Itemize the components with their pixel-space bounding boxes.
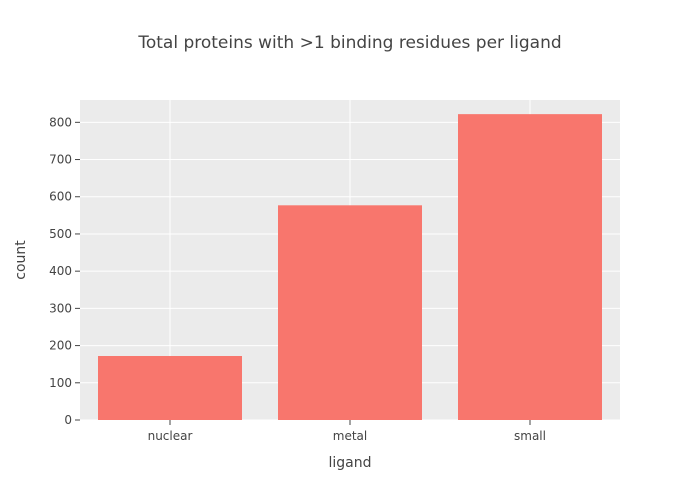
y-tick-label: 100: [49, 376, 72, 390]
x-tick-label-small: small: [514, 429, 546, 443]
y-tick-label: 400: [49, 264, 72, 278]
y-tick-label: 300: [49, 301, 72, 315]
y-tick-label: 0: [64, 413, 72, 427]
x-tick-label-metal: metal: [333, 429, 367, 443]
x-tick-label-nuclear: nuclear: [148, 429, 193, 443]
bar-metal: [278, 205, 422, 420]
chart-title: Total proteins with >1 binding residues …: [138, 33, 562, 53]
y-tick-label: 700: [49, 153, 72, 167]
y-tick-label: 800: [49, 115, 72, 129]
y-axis-label: count: [13, 240, 29, 280]
y-tick-label: 600: [49, 190, 72, 204]
bar-nuclear: [98, 356, 242, 420]
bar-small: [458, 114, 602, 421]
x-axis-label: ligand: [328, 455, 372, 471]
y-tick-label: 200: [49, 339, 72, 353]
y-tick-label: 500: [49, 227, 72, 241]
